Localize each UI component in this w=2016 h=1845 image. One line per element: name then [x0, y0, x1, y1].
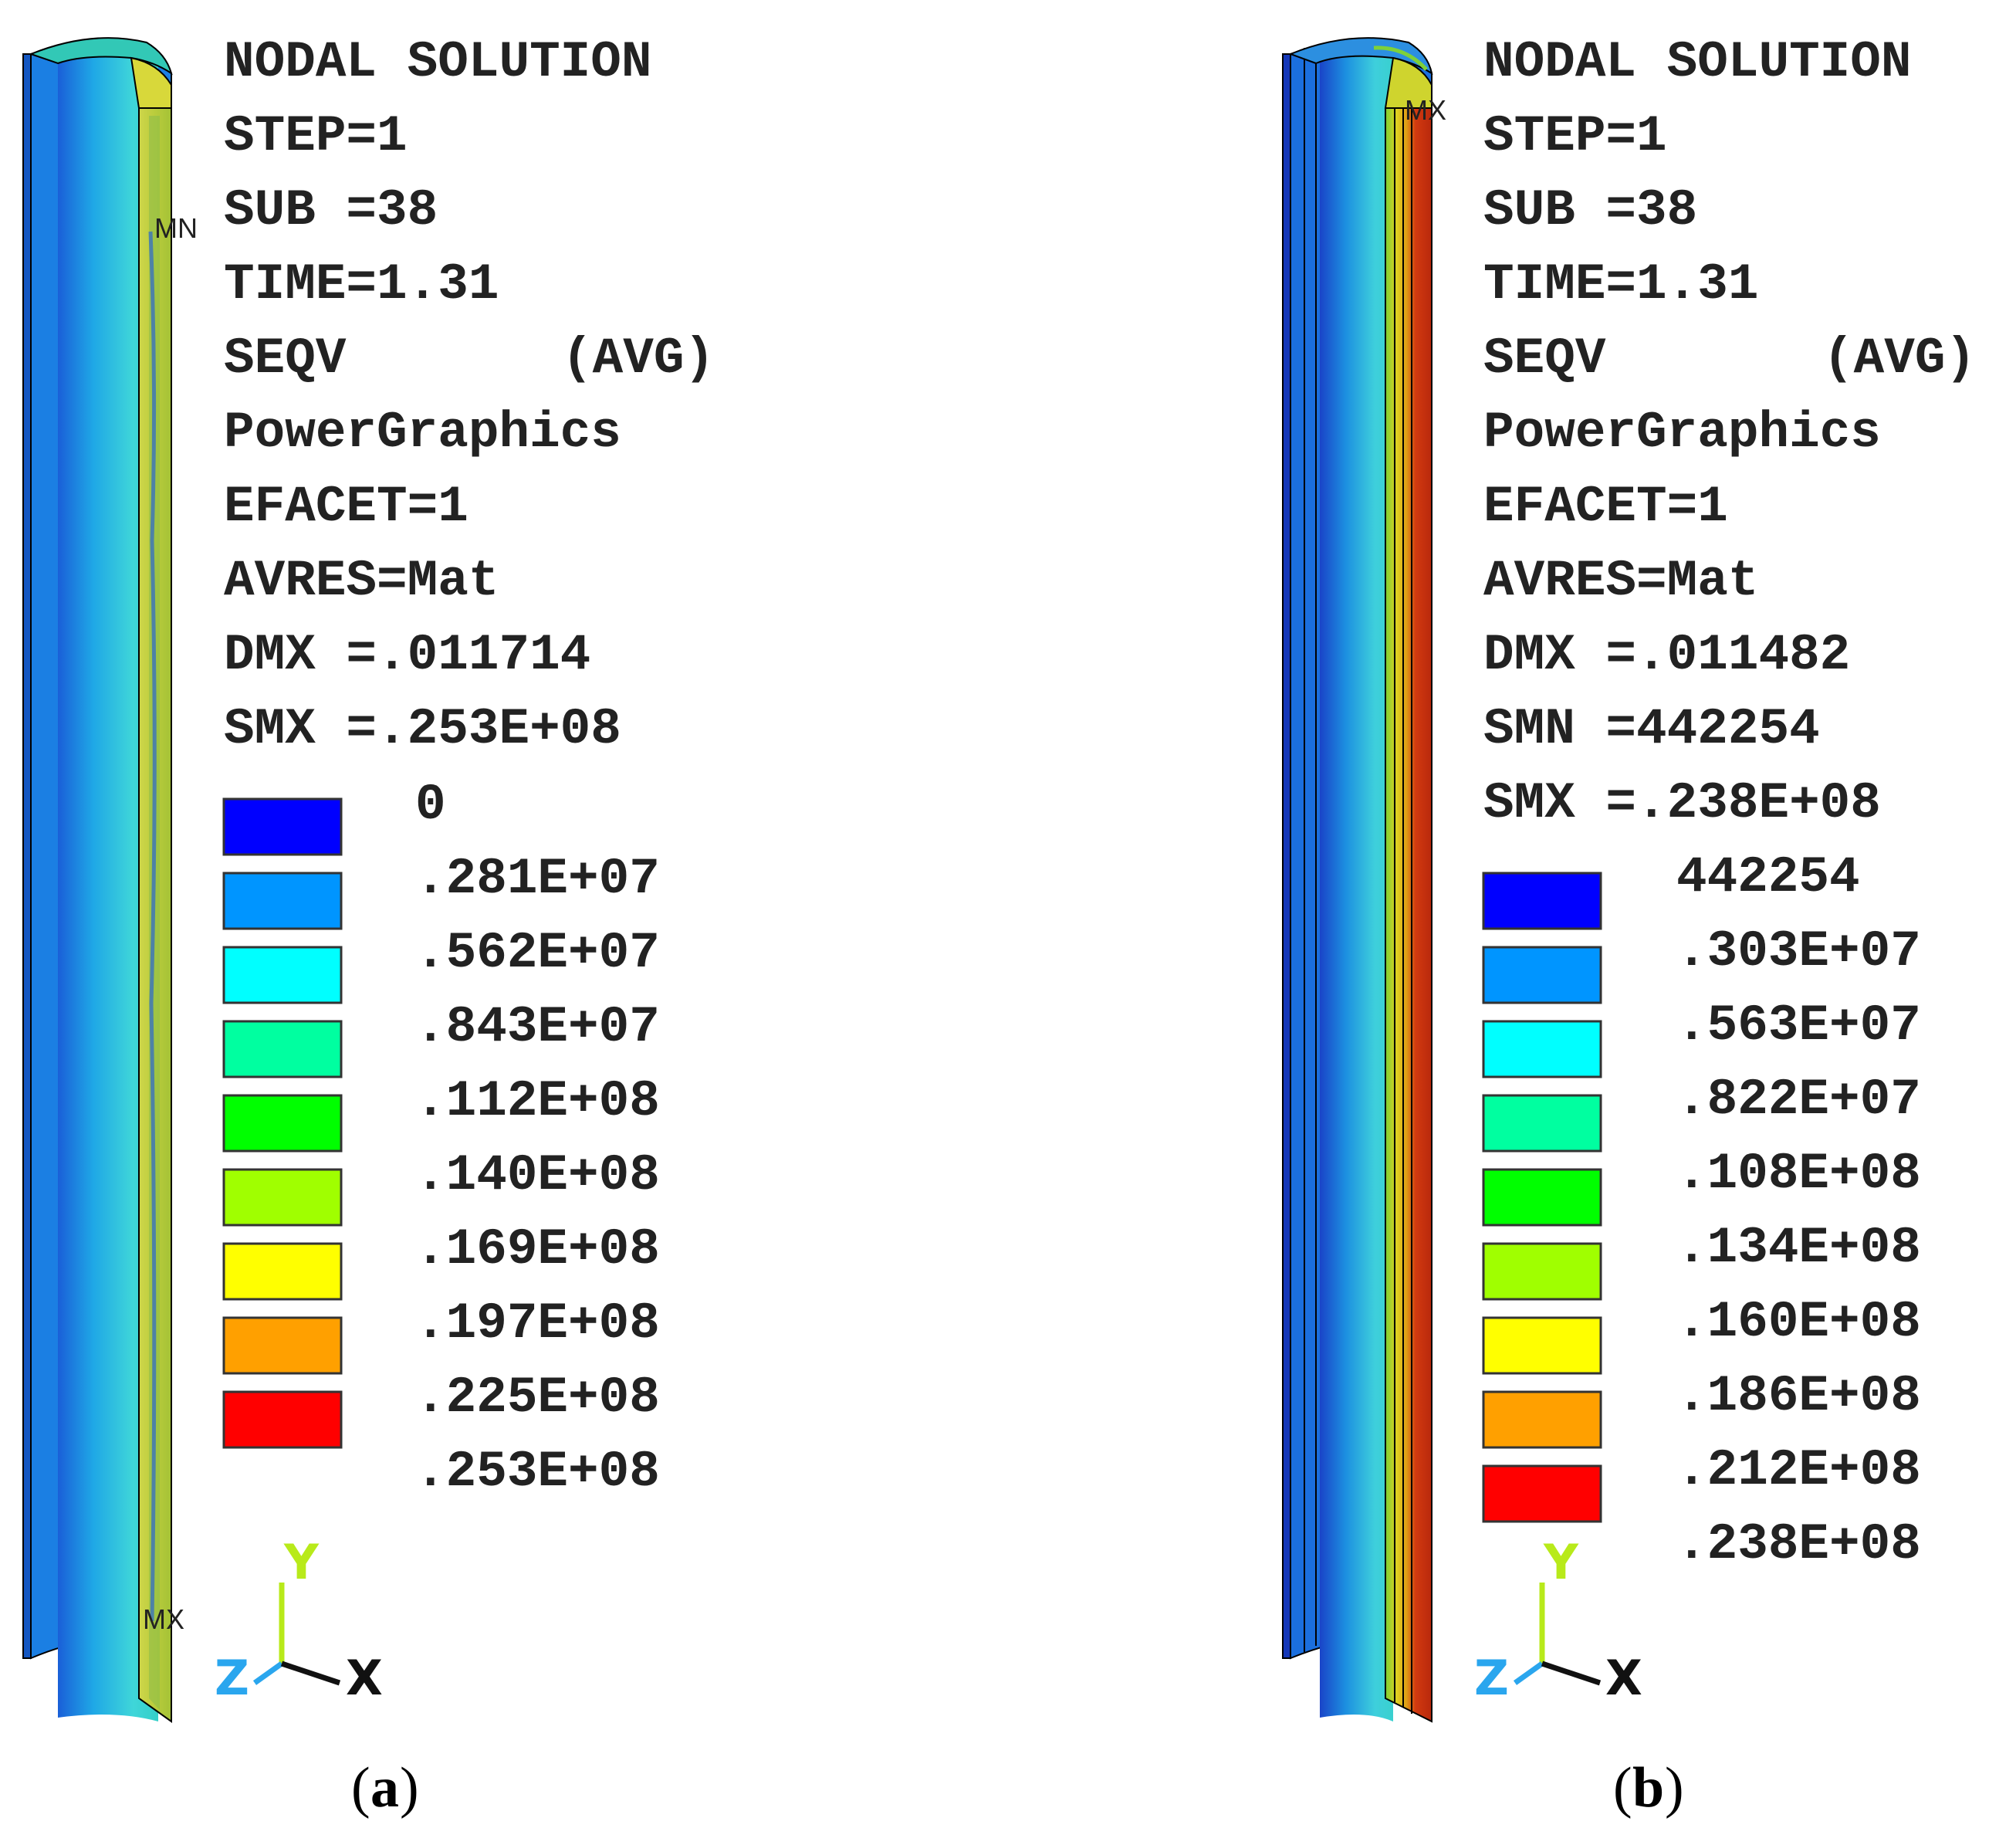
pipe-model-b [1282, 37, 1433, 1723]
header-line: SUB =38 [224, 181, 438, 239]
legend-value: .225E+08 [415, 1369, 660, 1427]
legend-value: .134E+08 [1676, 1219, 1921, 1277]
axis-triad-a: Y Z X [215, 1534, 383, 1706]
header-line: TIME=1.31 [224, 256, 499, 313]
max-marker-b: MX [1405, 94, 1446, 126]
legend-value: .108E+08 [1676, 1145, 1921, 1203]
legend-swatch [1482, 1168, 1602, 1227]
legend-swatch [1482, 872, 1602, 930]
color-legend-b: 442254 .303E+07 .563E+07 .822E+07 .108E+… [1482, 848, 1921, 1573]
legend-swatch [1482, 1316, 1602, 1375]
header-line: SMN =442254 [1483, 700, 1820, 758]
x-axis-line [1541, 1660, 1602, 1686]
legend-value: 0 [415, 776, 446, 834]
legend-swatch [1482, 1094, 1602, 1153]
header-line: SMX =.253E+08 [224, 700, 621, 758]
color-legend-a: 0 .281E+07 .562E+07 .843E+07 .112E+08 .1… [222, 776, 660, 1501]
legend-value: .253E+08 [415, 1443, 660, 1501]
legend-swatch [1482, 1464, 1602, 1523]
caption-b: ( b ) [1613, 1756, 1684, 1820]
caption-paren-close: ) [400, 1756, 419, 1820]
caption-paren-open: ( [351, 1756, 370, 1820]
legend-value: .197E+08 [415, 1295, 660, 1352]
header-line: SMX =.238E+08 [1483, 774, 1881, 832]
legend-value: .160E+08 [1676, 1293, 1921, 1351]
header-line: EFACET=1 [1483, 478, 1728, 536]
legend-swatch [222, 797, 343, 856]
header-line: DMX =.011482 [1483, 626, 1850, 684]
legend-swatch [222, 946, 343, 1004]
z-axis-label: Z [1474, 1650, 1509, 1706]
header-line: SUB =38 [1483, 181, 1697, 239]
header-line: STEP=1 [224, 107, 408, 165]
legend-value: .563E+07 [1676, 997, 1921, 1055]
legend-value: .843E+07 [415, 998, 660, 1056]
header-line: NODAL SOLUTION [1483, 33, 1912, 91]
legend-value: .112E+08 [415, 1072, 660, 1130]
x-axis-line [280, 1660, 341, 1686]
legend-swatch [222, 1094, 343, 1153]
header-line: STEP=1 [1483, 107, 1667, 165]
caption-letter-a: a [370, 1756, 399, 1820]
solution-header-b: NODAL SOLUTION STEP=1 SUB =38 TIME=1.31 … [1483, 33, 1976, 832]
caption-letter-b: b [1632, 1756, 1664, 1820]
legend-value: .303E+07 [1676, 922, 1921, 980]
legend-value: .562E+07 [415, 924, 660, 982]
axis-triad-b: Y Z X [1474, 1534, 1642, 1706]
caption-paren-open: ( [1613, 1756, 1632, 1820]
header-line: AVRES=Mat [224, 552, 499, 610]
legend-swatch [1482, 1242, 1602, 1301]
legend-swatch [222, 1168, 343, 1227]
legend-value: .186E+08 [1676, 1367, 1921, 1425]
header-line: TIME=1.31 [1483, 256, 1758, 313]
legend-value: .140E+08 [415, 1146, 660, 1204]
legend-swatch [1482, 946, 1602, 1004]
caption-paren-close: ) [1665, 1756, 1684, 1820]
header-line: DMX =.011714 [224, 626, 590, 684]
legend-value: .169E+08 [415, 1220, 660, 1278]
header-line: PowerGraphics [224, 404, 621, 462]
panel-a: MN MX NODAL SOLUTION STEP=1 SUB =38 TIME… [22, 33, 715, 1820]
header-line: AVRES=Mat [1483, 552, 1758, 610]
x-axis-label: X [1605, 1650, 1642, 1706]
legend-swatch [222, 1316, 343, 1375]
header-line: SEQV [224, 330, 347, 388]
max-marker-a: MX [143, 1603, 184, 1635]
x-axis-label: X [346, 1650, 383, 1706]
header-line: NODAL SOLUTION [224, 33, 652, 91]
legend-swatch [222, 1390, 343, 1449]
solution-header-a: NODAL SOLUTION STEP=1 SUB =38 TIME=1.31 … [224, 33, 715, 758]
header-line: EFACET=1 [224, 478, 468, 536]
pipe-model-a [22, 37, 173, 1723]
legend-swatch [222, 872, 343, 930]
legend-swatch [1482, 1390, 1602, 1449]
avg-label: (AVG) [1823, 330, 1976, 388]
z-axis-label: Z [215, 1650, 249, 1706]
legend-swatch [222, 1020, 343, 1078]
legend-value: .281E+07 [415, 850, 660, 908]
legend-value: .822E+07 [1676, 1071, 1921, 1129]
legend-swatch [222, 1242, 343, 1301]
caption-a: ( a ) [351, 1756, 419, 1820]
y-axis-label: Y [283, 1534, 320, 1590]
legend-swatch [1482, 1020, 1602, 1078]
z-axis-line [1513, 1661, 1544, 1685]
legend-value: .212E+08 [1676, 1441, 1921, 1499]
legend-value: 442254 [1676, 848, 1860, 906]
header-line: SEQV [1483, 330, 1606, 388]
header-line: PowerGraphics [1483, 404, 1881, 462]
z-axis-line [252, 1661, 284, 1685]
panel-b: MX NODAL SOLUTION STEP=1 SUB =38 TIME=1.… [1282, 33, 1976, 1820]
legend-value: .238E+08 [1676, 1515, 1921, 1573]
avg-label: (AVG) [562, 330, 715, 388]
min-marker-a: MN [154, 212, 198, 244]
y-axis-label: Y [1543, 1534, 1579, 1590]
